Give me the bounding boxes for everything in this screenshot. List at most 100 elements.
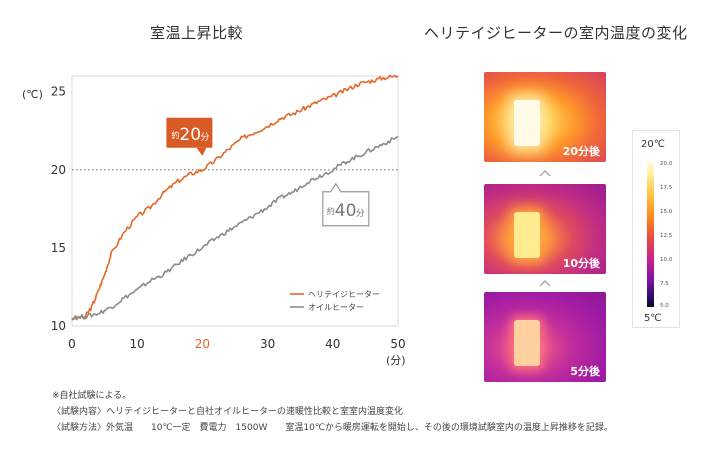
data-point xyxy=(345,161,346,162)
data-point xyxy=(332,169,333,170)
x-tick-label: 20 xyxy=(195,337,210,351)
color-scale: 20℃ 20.0 17.5 15.0 12.5 10.0 7.5 5.0 5℃ xyxy=(632,130,680,328)
chevron-up-icon xyxy=(538,166,552,180)
data-point xyxy=(345,89,346,90)
scale-gradient-bar xyxy=(647,161,654,307)
data-point xyxy=(358,155,359,156)
data-point xyxy=(71,318,72,319)
data-point xyxy=(358,83,359,84)
scale-tick: 20.0 xyxy=(660,161,672,167)
data-point xyxy=(189,255,190,256)
thermal-image-10min: 10分後 xyxy=(484,184,606,274)
data-point xyxy=(176,182,177,183)
data-point xyxy=(332,96,333,97)
y-tick-label: 25 xyxy=(51,85,66,99)
data-point xyxy=(202,247,203,248)
data-point xyxy=(397,75,398,76)
data-point xyxy=(176,264,177,265)
x-tick-label: 40 xyxy=(325,337,340,351)
data-point xyxy=(150,207,151,208)
data-point xyxy=(215,238,216,239)
callout-0: 約 20 分 xyxy=(166,118,212,156)
thermal-label-5min: 5分後 xyxy=(570,363,600,379)
x-tick-label: 30 xyxy=(260,337,275,351)
legend-label: ヘリテイジヒーター xyxy=(308,290,380,299)
x-tick-label: 0 xyxy=(68,337,76,351)
data-point xyxy=(371,149,372,150)
data-point xyxy=(241,222,242,223)
scale-tick: 15.0 xyxy=(660,209,672,215)
thermal-label-20min: 20分後 xyxy=(563,143,600,159)
callout-value: 40 xyxy=(335,201,357,221)
data-point xyxy=(228,149,229,150)
data-point xyxy=(137,289,138,290)
scale-tick: 7.5 xyxy=(660,281,669,287)
data-point xyxy=(124,232,125,233)
callout-prefix: 約 xyxy=(171,130,179,140)
data-point xyxy=(111,254,112,255)
data-point xyxy=(163,274,164,275)
data-point xyxy=(319,100,320,101)
x-axis-label: (分) xyxy=(386,354,406,367)
data-point xyxy=(280,197,281,198)
data-point xyxy=(241,138,242,139)
data-point xyxy=(97,313,98,314)
heater-shape xyxy=(514,100,540,146)
data-point xyxy=(254,214,255,215)
thermal-image-20min: 20分後 xyxy=(484,72,606,162)
scale-top-label: 20℃ xyxy=(641,139,665,150)
note-line-1: ※自社試験による。 xyxy=(52,388,131,401)
note-line-3: 〈試験方法〉外気温 10℃一定 費電力 1500W 室温10℃から暖房運転を開始… xyxy=(52,420,613,433)
legend-label: オイルヒーター xyxy=(308,303,364,312)
data-point xyxy=(293,191,294,192)
data-point xyxy=(150,280,151,281)
data-point xyxy=(371,80,372,81)
callout-prefix: 約 xyxy=(327,206,335,216)
scale-tick: 17.5 xyxy=(660,185,672,191)
data-point xyxy=(104,274,105,275)
callout-unit: 分 xyxy=(200,132,209,143)
thermal-image-5min: 5分後 xyxy=(484,292,606,382)
data-point xyxy=(91,307,92,308)
data-point xyxy=(124,297,125,298)
data-point xyxy=(384,143,385,144)
data-point xyxy=(97,291,98,292)
x-tick-label: 10 xyxy=(130,337,145,351)
x-tick-label: 50 xyxy=(390,337,405,351)
scale-tick: 10.0 xyxy=(660,257,672,263)
callout-pointer xyxy=(196,148,206,156)
data-point xyxy=(397,136,398,137)
y-tick-label: 20 xyxy=(51,163,66,177)
thermal-label-10min: 10分後 xyxy=(563,255,600,271)
data-point xyxy=(267,207,268,208)
data-point xyxy=(254,132,255,133)
data-point xyxy=(111,307,112,308)
data-point xyxy=(293,113,294,114)
note-line-2: 〈試験内容〉ヘリテイジヒーターと自社オイルヒーターの速暖性比較と室室内温度変化 xyxy=(52,404,403,417)
callout-1: 約 40 分 xyxy=(323,184,369,226)
y-tick-label: 10 xyxy=(51,319,66,333)
data-point xyxy=(267,125,268,126)
data-point xyxy=(215,160,216,161)
data-point xyxy=(228,230,229,231)
scale-bottom-label: 5℃ xyxy=(644,313,662,324)
data-point xyxy=(202,169,203,170)
data-point xyxy=(84,316,85,317)
data-point xyxy=(163,193,164,194)
y-axis-label: (℃) xyxy=(22,88,43,101)
callout-unit: 分 xyxy=(356,208,365,219)
heater-shape xyxy=(514,320,540,366)
scale-tick: 12.5 xyxy=(660,233,672,239)
y-tick-label: 15 xyxy=(51,241,66,255)
thermal-section-title: ヘリテイジヒーターの室内温度の変化 xyxy=(424,22,688,43)
data-point xyxy=(306,107,307,108)
data-point xyxy=(319,175,320,176)
data-point xyxy=(189,174,190,175)
chevron-up-icon xyxy=(538,276,552,290)
scale-tick: 5.0 xyxy=(660,303,669,309)
data-point xyxy=(384,77,385,78)
heater-shape xyxy=(514,212,540,258)
data-point xyxy=(306,182,307,183)
data-point xyxy=(137,216,138,217)
